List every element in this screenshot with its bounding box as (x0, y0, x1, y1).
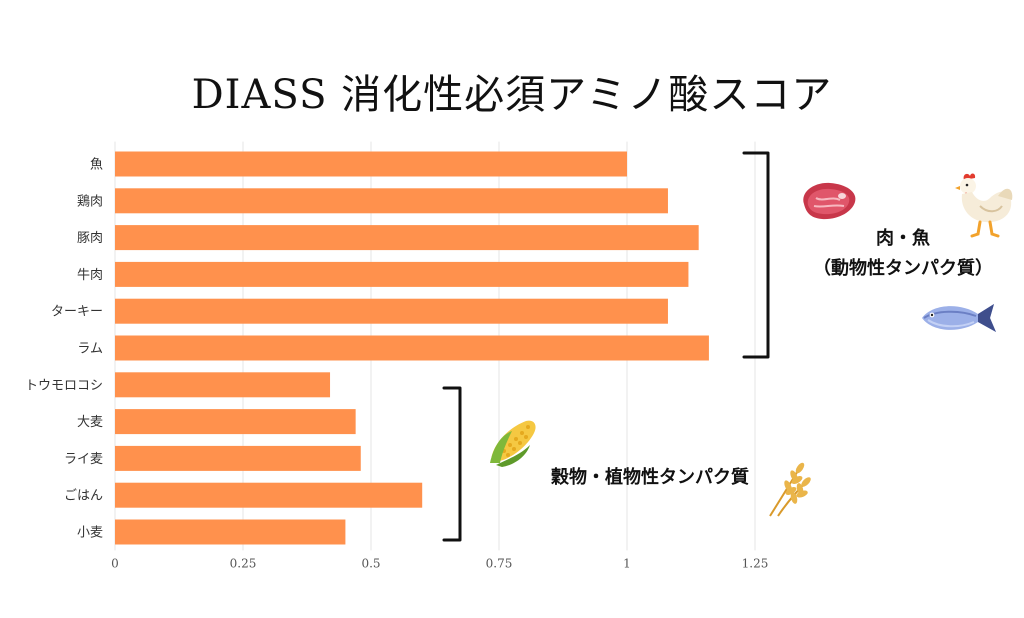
bar (115, 445, 361, 471)
x-tick-label: 0.5 (361, 556, 380, 570)
bar (115, 298, 668, 324)
bar (115, 372, 331, 398)
x-tick-label: 0.25 (230, 556, 257, 570)
bar (115, 151, 627, 177)
x-tick-label: 0 (111, 556, 119, 570)
plant-group-bracket (442, 386, 462, 542)
category-label: トウモロコシ (25, 378, 103, 393)
animal-group-label: 肉・魚 （動物性タンパク質） (788, 224, 1018, 284)
x-tick-label: 0.75 (486, 556, 513, 570)
category-label: 鶏肉 (77, 194, 103, 209)
bar (115, 225, 699, 251)
category-label: 豚肉 (77, 231, 103, 246)
chicken-icon (955, 173, 1013, 238)
bar (115, 482, 423, 508)
category-label: 魚 (90, 158, 103, 173)
category-label: ターキー (51, 305, 103, 320)
x-tick-label: 1 (623, 556, 631, 570)
animal-group-label-line2: （動物性タンパク質） (813, 258, 993, 279)
plant-group-label: 穀物・植物性タンパク質 (551, 467, 749, 488)
bar-layer (115, 151, 709, 545)
animal-group-label-line1: 肉・魚 (876, 228, 930, 249)
category-label: ごはん (64, 488, 103, 504)
meat-icon (803, 182, 856, 220)
animal-group-bracket (742, 151, 770, 359)
fish-icon (922, 304, 996, 332)
bar (115, 409, 356, 435)
category-label: ラム (77, 342, 103, 357)
x-tick-label: 1.25 (742, 556, 769, 570)
corn-icon (490, 420, 536, 467)
chart-title: DIASS 消化性必須アミノ酸スコア (191, 72, 833, 118)
bar (115, 519, 346, 545)
bar (115, 335, 709, 361)
wheat-icon (769, 462, 811, 517)
category-label: 大麦 (77, 415, 103, 430)
bar (115, 188, 668, 214)
category-label: 牛肉 (77, 268, 103, 283)
bar (115, 261, 689, 287)
category-label: ライ麦 (64, 452, 103, 467)
category-label: 小麦 (77, 526, 103, 541)
x-tick-labels: 0 0.25 0.5 0.75 1 1.25 (111, 556, 768, 570)
